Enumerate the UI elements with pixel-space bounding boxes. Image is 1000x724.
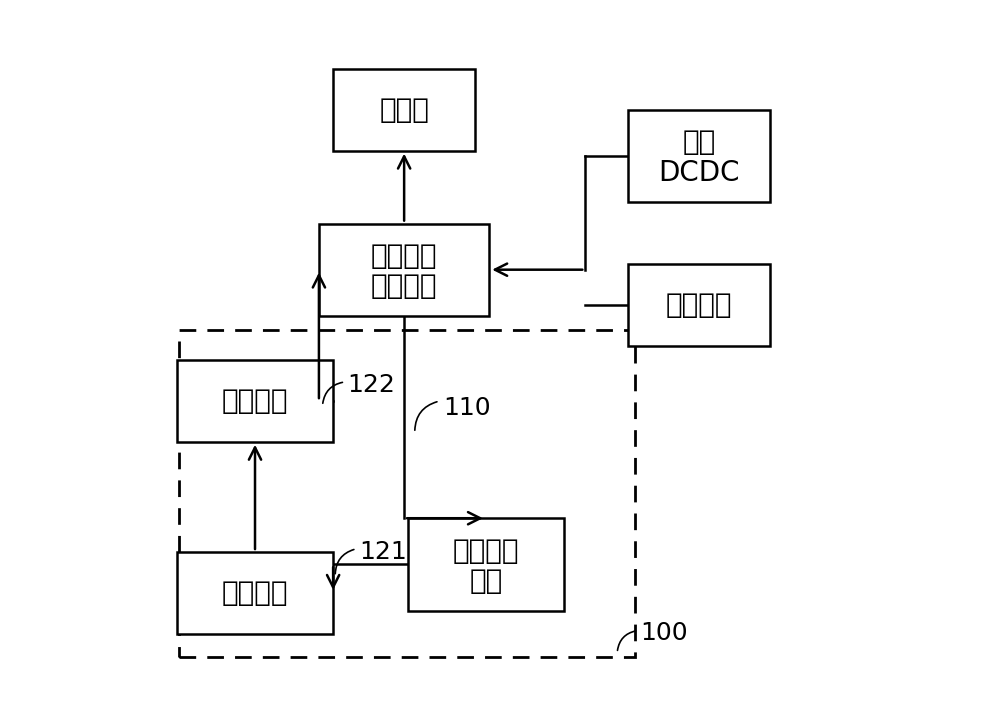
Text: 继电器: 继电器 (379, 96, 429, 124)
Text: 锁存电路: 锁存电路 (222, 387, 288, 415)
Bar (333, 69, 475, 151)
Bar (179, 330, 635, 657)
Text: 122: 122 (347, 373, 395, 397)
Bar (177, 361, 333, 442)
Text: 电压检测: 电压检测 (453, 536, 519, 565)
Bar (177, 552, 333, 634)
Text: 100: 100 (641, 621, 688, 645)
Text: 121: 121 (359, 540, 407, 564)
Text: 继电器的: 继电器的 (371, 242, 437, 270)
Text: 驱动电路: 驱动电路 (371, 272, 437, 300)
Text: 铅酸电池: 铅酸电池 (666, 291, 732, 319)
Bar (408, 518, 564, 610)
Text: 110: 110 (443, 396, 491, 420)
Text: 计时电路: 计时电路 (222, 578, 288, 607)
Bar (628, 264, 770, 346)
Text: DCDC: DCDC (658, 159, 740, 187)
Text: 车载: 车载 (682, 128, 715, 156)
Bar (319, 224, 489, 316)
Bar (628, 110, 770, 202)
Text: 电路: 电路 (469, 567, 502, 595)
